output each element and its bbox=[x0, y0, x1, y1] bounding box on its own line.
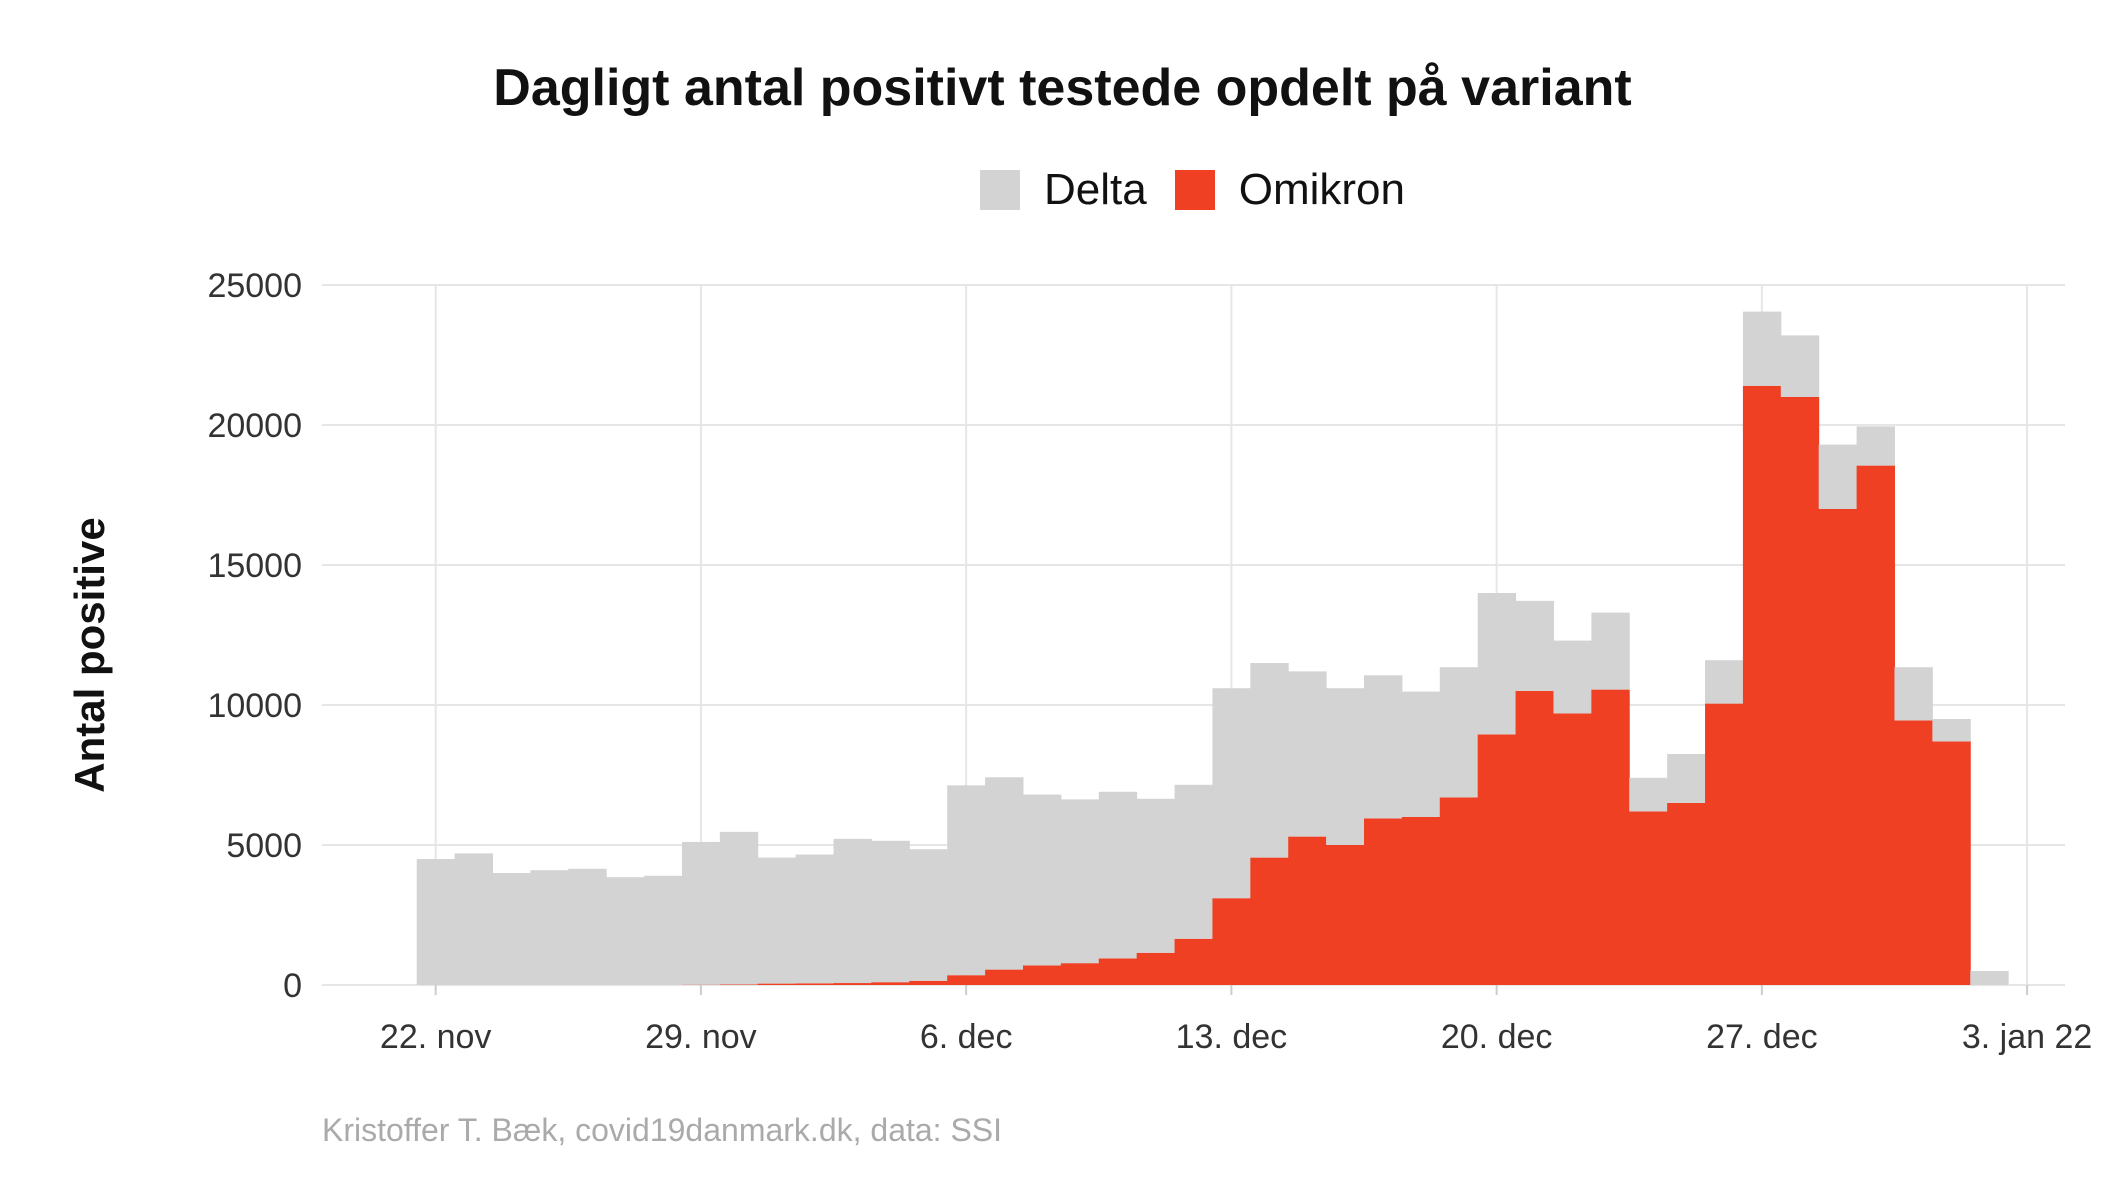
y-tick-label: 10000 bbox=[207, 687, 302, 725]
bar-omikron bbox=[1780, 397, 1820, 985]
bar-delta bbox=[1288, 671, 1327, 837]
x-tick-label: 29. nov bbox=[645, 1018, 757, 1056]
bar-omikron bbox=[719, 984, 759, 985]
bar-delta bbox=[757, 857, 797, 984]
bar-omikron bbox=[947, 975, 986, 985]
legend-item-delta: Delta bbox=[980, 165, 1147, 215]
bar-omikron bbox=[1136, 952, 1176, 985]
bar-omikron bbox=[795, 983, 835, 985]
bar-omikron bbox=[1932, 741, 1971, 985]
bar-omikron bbox=[833, 983, 872, 985]
x-tick-label: 6. dec bbox=[920, 1018, 1013, 1056]
bar-omikron bbox=[1856, 465, 1895, 986]
bar-omikron bbox=[1742, 385, 1782, 985]
bar-delta bbox=[1439, 667, 1479, 798]
x-tick-label: 22. nov bbox=[380, 1018, 492, 1056]
bar-delta bbox=[492, 873, 531, 985]
bar-delta bbox=[1742, 311, 1782, 386]
x-tick-label: 20. dec bbox=[1441, 1018, 1553, 1056]
legend-label-delta: Delta bbox=[1044, 165, 1147, 214]
bar-omikron bbox=[1288, 836, 1327, 985]
y-tick-label: 5000 bbox=[226, 827, 302, 865]
bar-omikron bbox=[1553, 713, 1592, 985]
bar-delta bbox=[1780, 335, 1820, 397]
bar-delta bbox=[1326, 688, 1365, 845]
y-tick-label: 25000 bbox=[207, 267, 302, 305]
bar-omikron bbox=[1364, 818, 1403, 985]
bar-delta bbox=[1060, 799, 1100, 964]
bar-delta bbox=[1401, 691, 1441, 817]
bar-omikron bbox=[909, 980, 948, 985]
bar-delta bbox=[681, 841, 721, 985]
bar-delta bbox=[606, 877, 645, 985]
bar-omikron bbox=[1326, 845, 1365, 985]
bar-omikron bbox=[871, 982, 910, 985]
bar-delta bbox=[1212, 688, 1251, 899]
bar-delta bbox=[644, 875, 683, 985]
x-tick-label: 13. dec bbox=[1176, 1018, 1288, 1056]
bar-omikron bbox=[1098, 958, 1138, 985]
legend-label-omikron: Omikron bbox=[1238, 165, 1405, 214]
bar-omikron bbox=[1477, 734, 1517, 985]
bar-omikron bbox=[985, 969, 1024, 985]
bar-omikron bbox=[1818, 509, 1858, 985]
bar-delta bbox=[1856, 426, 1895, 466]
x-tick-label: 3. jan 22 bbox=[1962, 1018, 2092, 1056]
bar-delta bbox=[795, 854, 835, 984]
bar-delta bbox=[1098, 791, 1138, 959]
legend-swatch-delta bbox=[980, 170, 1020, 210]
bar-delta bbox=[1591, 612, 1630, 690]
bar-omikron bbox=[1591, 689, 1630, 985]
bar-delta bbox=[568, 868, 607, 985]
bar-omikron bbox=[1212, 898, 1251, 985]
bar-delta bbox=[1705, 660, 1744, 704]
bar-delta bbox=[1970, 971, 2009, 985]
y-tick-label: 20000 bbox=[207, 407, 302, 445]
bar-delta bbox=[454, 853, 494, 985]
bar-delta bbox=[1818, 444, 1858, 509]
bar-omikron bbox=[757, 983, 797, 985]
bar-delta bbox=[719, 831, 759, 985]
bar-delta bbox=[1136, 798, 1176, 953]
bar-delta bbox=[416, 859, 456, 985]
legend-swatch-omikron bbox=[1174, 170, 1215, 210]
bar-delta bbox=[1250, 663, 1289, 858]
bar-delta bbox=[1553, 640, 1592, 714]
x-tick-label: 27. dec bbox=[1706, 1018, 1818, 1056]
y-tick-label: 0 bbox=[283, 967, 302, 1005]
bar-delta bbox=[530, 870, 569, 985]
bar-omikron bbox=[1629, 811, 1668, 985]
bar-delta bbox=[1364, 675, 1403, 819]
bar-omikron bbox=[1894, 720, 1933, 985]
bar-omikron bbox=[1439, 797, 1479, 985]
bar-delta bbox=[909, 849, 948, 981]
bar-omikron bbox=[1022, 965, 1062, 985]
bar-delta bbox=[1667, 754, 1706, 803]
bar-delta bbox=[1629, 777, 1668, 812]
bar-delta bbox=[985, 777, 1024, 970]
chart-title: Dagligt antal positivt testede opdelt på… bbox=[493, 59, 1632, 117]
bar-omikron bbox=[1060, 963, 1100, 985]
bar-delta bbox=[1022, 794, 1062, 966]
bar-delta bbox=[871, 840, 910, 983]
bar-delta bbox=[1477, 593, 1517, 735]
bar-omikron bbox=[1250, 857, 1289, 985]
bar-delta bbox=[833, 838, 872, 984]
bar-omikron bbox=[1401, 817, 1441, 985]
bar-delta bbox=[1894, 667, 1933, 721]
bar-delta bbox=[1932, 719, 1971, 742]
bar-delta bbox=[1515, 600, 1554, 691]
legend: Delta Omikron bbox=[980, 165, 1433, 215]
bar-delta bbox=[947, 785, 986, 976]
bar-omikron bbox=[1705, 703, 1744, 985]
bar-omikron bbox=[1174, 938, 1213, 985]
bar-delta bbox=[1174, 784, 1213, 939]
caption: Kristoffer T. Bæk, covid19danmark.dk, da… bbox=[322, 1112, 1003, 1148]
bar-omikron bbox=[1515, 691, 1554, 985]
bar-omikron bbox=[1667, 803, 1706, 985]
y-tick-label: 15000 bbox=[207, 547, 302, 585]
legend-item-omikron: Omikron bbox=[1174, 165, 1405, 215]
